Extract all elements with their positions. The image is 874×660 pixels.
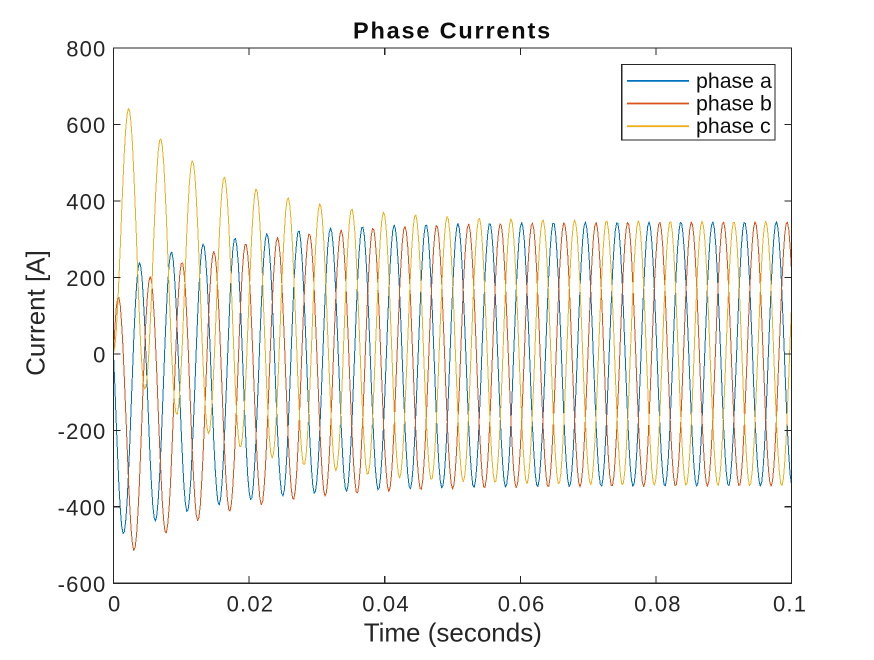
svg-text:-600: -600	[58, 572, 107, 597]
svg-text:200: 200	[66, 266, 106, 291]
svg-text:phase a: phase a	[696, 69, 772, 93]
svg-text:0.06: 0.06	[498, 592, 546, 617]
svg-text:0.08: 0.08	[634, 592, 682, 617]
svg-text:0.02: 0.02	[227, 592, 275, 617]
svg-text:0: 0	[93, 342, 106, 367]
svg-text:phase c: phase c	[696, 114, 771, 138]
svg-text:Phase Currents: Phase Currents	[353, 18, 552, 44]
svg-text:0.1: 0.1	[773, 592, 807, 617]
svg-text:0.04: 0.04	[362, 592, 410, 617]
svg-text:0: 0	[108, 592, 121, 617]
svg-text:800: 800	[66, 37, 106, 62]
svg-text:-400: -400	[58, 495, 107, 520]
svg-text:400: 400	[66, 190, 106, 215]
svg-text:600: 600	[66, 113, 106, 138]
svg-text:-200: -200	[58, 419, 107, 444]
svg-text:Time (seconds): Time (seconds)	[364, 618, 542, 648]
svg-text:Current [A]: Current [A]	[21, 250, 51, 376]
svg-text:phase b: phase b	[696, 92, 772, 116]
